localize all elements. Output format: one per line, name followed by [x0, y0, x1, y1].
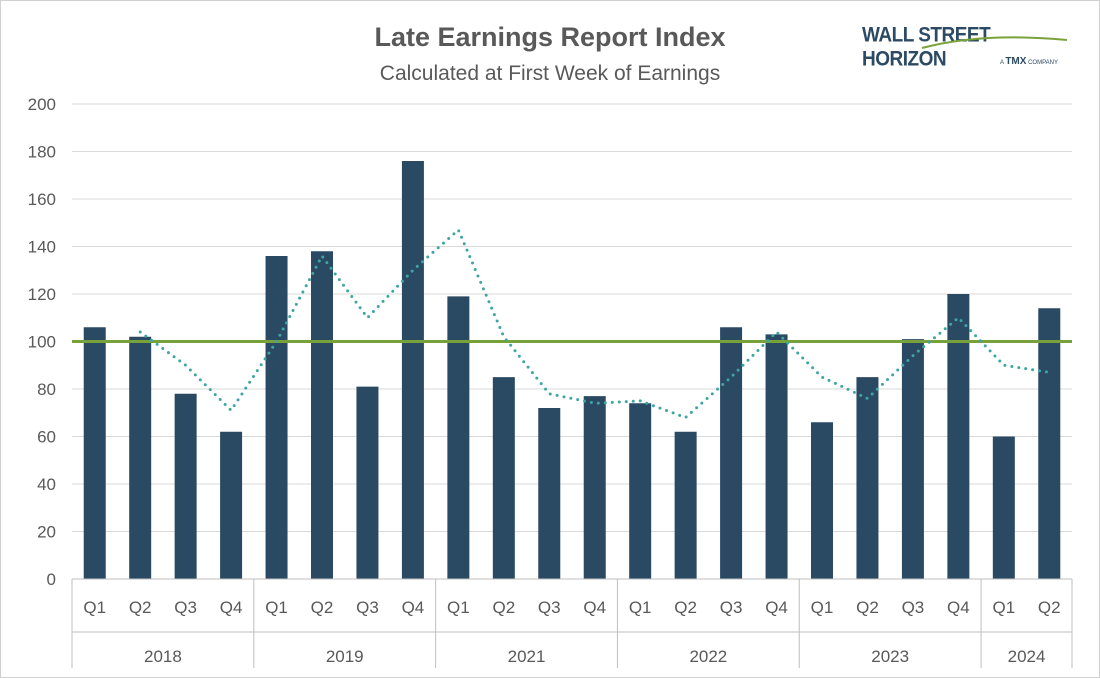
x-tick-label: Q3	[538, 598, 561, 617]
year-label: 2021	[508, 647, 546, 666]
year-label: 2018	[144, 647, 182, 666]
bar	[765, 334, 788, 579]
bar	[992, 436, 1015, 579]
y-tick-label: 40	[37, 475, 56, 494]
y-tick-label: 80	[37, 380, 56, 399]
x-tick-label: Q2	[129, 598, 152, 617]
x-tick-label: Q3	[720, 598, 743, 617]
moving-average-line	[138, 227, 1051, 420]
x-tick-label: Q3	[174, 598, 197, 617]
y-tick-label: 60	[37, 428, 56, 447]
bar	[356, 386, 379, 579]
x-tick-label: Q4	[402, 598, 425, 617]
y-tick-label: 120	[28, 285, 56, 304]
x-tick-label: Q1	[629, 598, 652, 617]
bar	[492, 377, 515, 579]
x-tick-label: Q1	[811, 598, 834, 617]
y-tick-label: 160	[28, 190, 56, 209]
logo-tagline: A TMX COMPANY	[999, 56, 1058, 67]
year-label: 2024	[1008, 647, 1046, 666]
wall-street-horizon-logo: WALL STREET HORIZON A TMX COMPANY	[862, 24, 1072, 74]
y-tick-label: 140	[28, 238, 56, 257]
x-tick-label: Q2	[1038, 598, 1061, 617]
bar	[447, 296, 470, 579]
bar	[174, 393, 197, 579]
bar	[401, 161, 424, 579]
x-tick-label: Q4	[583, 598, 606, 617]
bar	[1038, 308, 1061, 579]
x-tick-label: Q4	[765, 598, 788, 617]
y-tick-label: 0	[47, 570, 56, 589]
chart-title: Late Earnings Report Index	[374, 22, 726, 52]
y-tick-label: 100	[28, 333, 56, 352]
y-tick-label: 20	[37, 523, 56, 542]
y-tick-label: 200	[28, 95, 56, 114]
x-tick-label: Q2	[674, 598, 697, 617]
bar	[947, 294, 970, 579]
x-tick-label: Q3	[902, 598, 925, 617]
bar	[856, 377, 879, 579]
x-tick-label: Q4	[220, 598, 243, 617]
bar	[311, 251, 333, 579]
bar	[674, 431, 697, 579]
chart-subtitle: Calculated at First Week of Earnings	[379, 62, 721, 85]
year-label: 2019	[326, 647, 364, 666]
bar	[583, 396, 606, 579]
y-tick-label: 180	[28, 143, 56, 162]
x-tick-label: Q2	[856, 598, 879, 617]
x-tick-label: Q4	[947, 598, 970, 617]
x-tick-label: Q2	[311, 598, 334, 617]
bar	[811, 422, 833, 579]
bar	[629, 403, 652, 579]
year-label: 2023	[871, 647, 909, 666]
x-tick-label: Q1	[992, 598, 1015, 617]
bar	[265, 256, 288, 579]
bar	[538, 408, 561, 579]
x-tick-label: Q1	[83, 598, 106, 617]
bar	[83, 327, 106, 579]
year-label: 2022	[689, 647, 727, 666]
x-tick-label: Q3	[356, 598, 379, 617]
x-tick-label: Q1	[265, 598, 288, 617]
bar	[720, 327, 743, 579]
x-tick-label: Q2	[492, 598, 515, 617]
logo-swoosh	[921, 36, 1068, 49]
bar	[129, 336, 152, 579]
bar	[901, 339, 924, 579]
bar	[220, 431, 243, 579]
x-tick-label: Q1	[447, 598, 470, 617]
